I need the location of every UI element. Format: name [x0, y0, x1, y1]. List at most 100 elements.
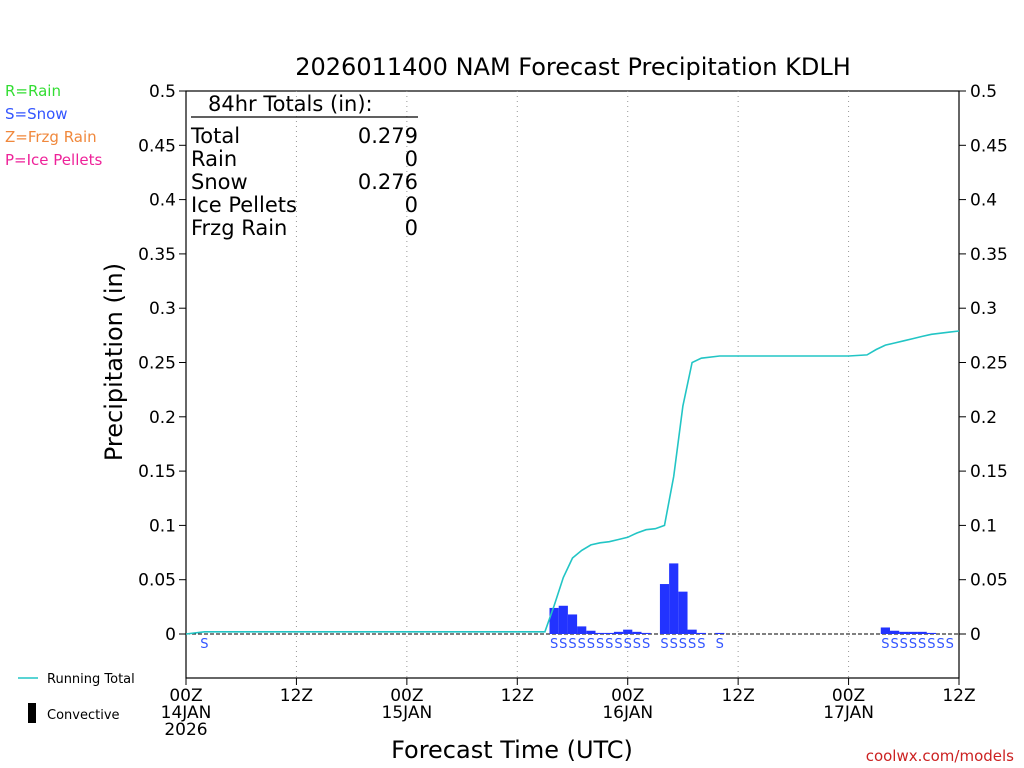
y-tick-label-left: 0.1	[149, 516, 176, 536]
snow-bar	[899, 631, 909, 634]
y-tick-label-left: 0.05	[138, 571, 176, 591]
snow-bar	[586, 630, 596, 634]
snow-bar	[669, 563, 679, 634]
series-legend-label: Running Total	[47, 672, 135, 687]
y-tick-label-right: 0.4	[970, 191, 997, 211]
ptype-marker: S	[716, 637, 724, 652]
ptype-marker: S	[614, 637, 622, 652]
x-tick-label: 00Z	[390, 686, 423, 706]
y-tick-label-left: 0.3	[149, 299, 176, 319]
y-tick-label-left: 0	[165, 625, 176, 645]
y-tick-label-left: 0.25	[138, 354, 176, 374]
ptype-marker: S	[679, 637, 687, 652]
snow-bar	[926, 632, 936, 634]
y-tick-label-right: 0.1	[970, 516, 997, 536]
y-tick-label-right: 0.35	[970, 245, 1008, 265]
totals-row-label: Snow	[191, 170, 248, 194]
y-tick-label-right: 0.45	[970, 136, 1008, 156]
ptype-marker: S	[642, 637, 650, 652]
y-tick-label-left: 0.45	[138, 136, 176, 156]
ptype-marker: S	[596, 637, 604, 652]
snow-bar	[696, 632, 706, 634]
running-total-line	[185, 330, 960, 635]
x-tick-label: 14JAN	[161, 703, 212, 723]
plot-area: 00.050.10.150.20.250.30.350.40.450.5 00.…	[138, 82, 1008, 740]
totals-row-label: Frzg Rain	[191, 216, 287, 240]
convective-legend-swatch	[28, 703, 36, 723]
ptype-marker: S	[633, 637, 641, 652]
snow-bar	[908, 631, 918, 634]
ptype-marker: S	[936, 637, 944, 652]
snow-bar	[889, 630, 900, 634]
precip-type-legend: R=Rain S=Snow Z=Frzg Rain P=Ice Pellets	[5, 82, 102, 169]
x-tick-label: 12Z	[722, 686, 755, 706]
y-tick-label-left: 0.5	[149, 82, 176, 102]
ptype-marker: S	[900, 637, 908, 652]
series-legend-label: Convective	[47, 708, 120, 723]
precip-type-legend-item: Z=Frzg Rain	[5, 128, 97, 146]
y-tick-label-right: 0	[970, 625, 981, 645]
y-axis-right: 0 0.05 0.1 0.15 0.2 0.25 0.3 0.35 0.4 0.45 0.5	[959, 82, 1008, 645]
y-tick-label-left: 0.35	[138, 245, 176, 265]
y-axis-left: 0 0.05 0.1 0.15 0.2 0.25 0.3 0.35 0.4 0.45 0.5	[138, 82, 186, 645]
totals-row-value: 0	[405, 216, 418, 240]
x-tick-label: 17JAN	[823, 703, 874, 723]
ptype-marker: S	[909, 637, 917, 652]
x-tick-label: 00Z	[611, 686, 644, 706]
credit-text: coolwx.com/models	[866, 747, 1014, 765]
ptype-marker: S	[624, 637, 632, 652]
x-tick-label: 12Z	[501, 686, 534, 706]
ptype-marker: S	[890, 637, 898, 652]
snow-bar	[715, 632, 725, 634]
snow-bar	[687, 629, 697, 634]
x-tick-label: 12Z	[942, 686, 975, 706]
x-tick-label: 12Z	[280, 686, 313, 706]
plot-frame	[185, 90, 960, 679]
ptype-marker: S	[670, 637, 678, 652]
snow-bar	[659, 584, 670, 634]
ptype-marker: S	[568, 637, 576, 652]
chart-title: 2026011400 NAM Forecast Precipitation KD…	[295, 53, 851, 81]
y-tick-label-left: 0.15	[138, 462, 176, 482]
precip-type-legend-item: R=Rain	[5, 82, 61, 100]
totals-row-label: Rain	[191, 147, 237, 171]
snow-bar	[558, 605, 568, 634]
ptype-marker: S	[559, 637, 567, 652]
precip-type-legend-item: P=Ice Pellets	[5, 151, 102, 169]
totals-row-label: Total	[190, 124, 240, 148]
x-tick-label: 00Z	[169, 686, 202, 706]
snow-bar	[595, 632, 605, 634]
snow-bar	[641, 632, 651, 634]
ptype-marker: S	[688, 637, 696, 652]
totals-row-value: 0.279	[358, 124, 418, 148]
y-tick-label-right: 0.25	[970, 354, 1008, 374]
y-tick-label-right: 0.3	[970, 299, 997, 319]
y-tick-label-right: 0.5	[970, 82, 997, 102]
snow-bar	[880, 627, 890, 634]
snow-bar	[577, 626, 587, 634]
y-tick-label-right: 0.2	[970, 408, 997, 428]
y-tick-label-right: 0.05	[970, 571, 1008, 591]
totals-box: 84hr Totals (in): Total 0.279 Rain 0 Snow 0.2…	[190, 92, 418, 240]
y-tick-label-left: 0.2	[149, 408, 176, 428]
ptype-marker: S	[881, 637, 889, 652]
ptype-marker: S	[200, 637, 208, 652]
snow-bar	[678, 591, 688, 634]
series-legend: Running Total Convective	[18, 672, 135, 723]
ptype-marker: S	[578, 637, 586, 652]
totals-row-label: Ice Pellets	[191, 193, 297, 217]
x-tick-label: 15JAN	[382, 703, 433, 723]
totals-row-value: 0	[405, 147, 418, 171]
ptype-marker: S	[550, 637, 558, 652]
snow-bar	[549, 607, 559, 634]
snow-bar	[604, 632, 614, 634]
totals-row-value: 0	[405, 193, 418, 217]
snow-bar	[567, 614, 578, 634]
y-tick-label-right: 0.15	[970, 462, 1008, 482]
ptype-marker: S	[946, 637, 954, 652]
y-axis-label: Precipitation (in)	[100, 263, 128, 461]
x-tick-label: 00Z	[832, 686, 865, 706]
